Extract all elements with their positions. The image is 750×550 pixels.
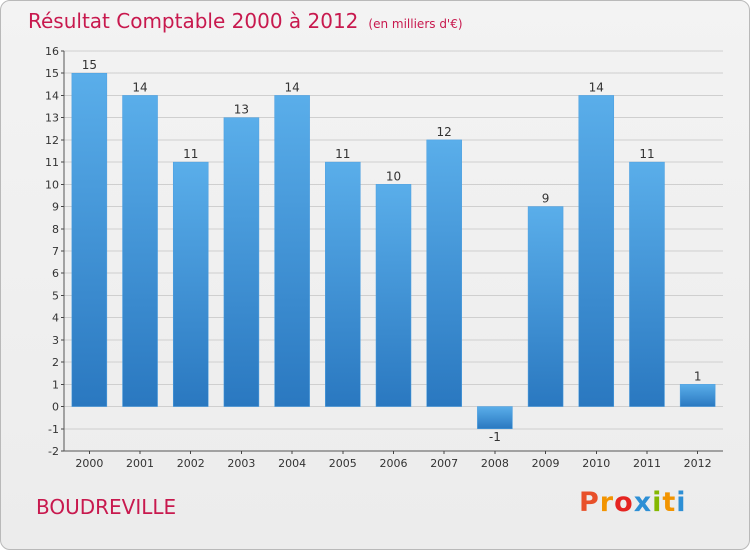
bar-2004[interactable] bbox=[274, 95, 310, 407]
y-tick-label: 5 bbox=[52, 289, 59, 302]
y-tick-label: 12 bbox=[45, 134, 59, 147]
logo-letter: r bbox=[599, 487, 615, 518]
data-label: 11 bbox=[183, 147, 198, 161]
y-tick-label: 15 bbox=[45, 67, 59, 80]
bar-2005[interactable] bbox=[325, 161, 361, 407]
x-tick-label: 2004 bbox=[278, 457, 306, 470]
y-tick-label: 8 bbox=[52, 223, 59, 236]
bar-2000[interactable] bbox=[71, 72, 108, 407]
bar-2006[interactable] bbox=[375, 184, 412, 407]
y-tick-label: 1 bbox=[52, 378, 59, 391]
x-tick-label: 2000 bbox=[75, 457, 103, 470]
y-tick-label: 4 bbox=[52, 312, 59, 325]
data-label: 11 bbox=[639, 147, 654, 161]
x-tick-label: 2010 bbox=[582, 457, 610, 470]
y-tick-label: 10 bbox=[45, 178, 59, 191]
data-label: 12 bbox=[437, 125, 452, 139]
y-tick-label: 11 bbox=[45, 156, 59, 169]
y-tick-label: 2 bbox=[52, 356, 59, 369]
data-label: 1 bbox=[694, 369, 702, 383]
logo-letter: i bbox=[652, 487, 663, 518]
y-tick-label: 14 bbox=[45, 89, 59, 102]
x-tick-label: 2002 bbox=[177, 457, 205, 470]
data-label: -1 bbox=[489, 430, 501, 444]
y-tick-label: 7 bbox=[52, 245, 59, 258]
chart-title: Résultat Comptable 2000 à 2012 (en millie… bbox=[28, 9, 463, 33]
bar-2003[interactable] bbox=[223, 117, 260, 407]
data-label: 10 bbox=[386, 169, 401, 183]
bar-2012[interactable] bbox=[679, 384, 716, 407]
bar-2002[interactable] bbox=[172, 161, 209, 407]
y-tick-label: 0 bbox=[52, 401, 59, 414]
chart-subtitle: (en milliers d'€) bbox=[368, 17, 463, 31]
chart-title-text: Résultat Comptable 2000 à 2012 bbox=[28, 9, 359, 33]
x-tick-label: 2001 bbox=[126, 457, 154, 470]
data-label: 14 bbox=[132, 80, 147, 94]
bar-2010[interactable] bbox=[578, 95, 615, 407]
logo-letter: o bbox=[614, 487, 634, 518]
bar-2011[interactable] bbox=[629, 161, 665, 407]
y-tick-label: 3 bbox=[52, 334, 59, 347]
bar-2009[interactable] bbox=[527, 206, 564, 407]
y-tick-label: 16 bbox=[45, 45, 59, 58]
y-tick-label: 13 bbox=[45, 112, 59, 125]
logo-letter: x bbox=[633, 487, 653, 518]
data-label: 14 bbox=[284, 80, 299, 94]
y-tick-label: -1 bbox=[48, 423, 59, 436]
proxiti-logo[interactable]: Proxiti bbox=[579, 487, 687, 518]
bar-2001[interactable] bbox=[122, 95, 158, 407]
x-tick-label: 2003 bbox=[227, 457, 255, 470]
data-label: 14 bbox=[589, 80, 604, 94]
bar-2008[interactable] bbox=[477, 406, 513, 430]
bar-2007[interactable] bbox=[426, 139, 462, 407]
x-tick-label: 2011 bbox=[633, 457, 661, 470]
x-tick-label: 2008 bbox=[481, 457, 509, 470]
data-label: 13 bbox=[234, 103, 249, 117]
logo-letter: t bbox=[662, 487, 677, 518]
x-tick-label: 2009 bbox=[532, 457, 560, 470]
y-tick-label: -2 bbox=[48, 445, 59, 458]
data-label: 11 bbox=[335, 147, 350, 161]
y-tick-label: 9 bbox=[52, 201, 59, 214]
y-tick-label: 6 bbox=[52, 267, 59, 280]
x-tick-label: 2005 bbox=[329, 457, 357, 470]
x-tick-label: 2012 bbox=[684, 457, 712, 470]
commune-name: BOUDREVILLE bbox=[36, 495, 177, 519]
x-tick-label: 2006 bbox=[380, 457, 408, 470]
data-label: 9 bbox=[542, 192, 550, 206]
logo-letter: P bbox=[579, 487, 600, 518]
x-tick-label: 2007 bbox=[430, 457, 458, 470]
logo-letter: i bbox=[676, 487, 687, 518]
data-label: 15 bbox=[82, 58, 97, 72]
